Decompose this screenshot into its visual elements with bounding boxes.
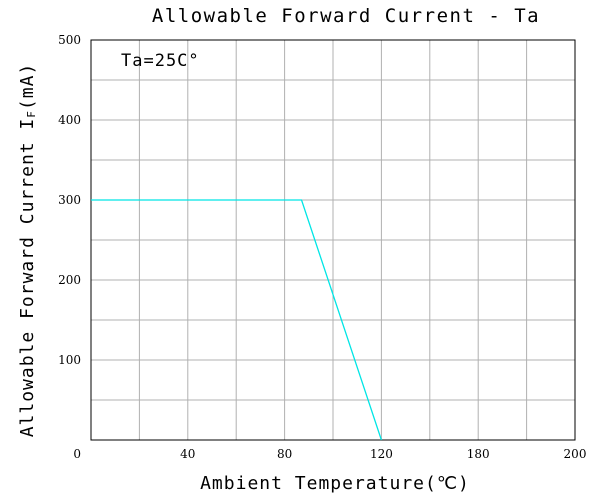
x-tick-label: 120 xyxy=(370,447,393,461)
y-tick-label: 500 xyxy=(58,33,81,47)
series-line xyxy=(91,199,383,441)
x-tick-label: 200 xyxy=(564,447,587,461)
grid xyxy=(91,40,575,440)
plot-frame xyxy=(90,39,576,441)
y-tick-labels: 100 200 300 400 500 xyxy=(58,33,81,367)
y-axis-label: Allowable Forward Current IF(mA) xyxy=(17,63,38,438)
x-tick-label: 0 xyxy=(73,447,81,461)
x-tick-labels: 0 40 80 120 180 200 xyxy=(73,447,586,461)
x-tick-label: 180 xyxy=(467,447,490,461)
annotation-text: Ta=25C° xyxy=(121,51,200,71)
y-tick-label: 300 xyxy=(58,193,81,207)
chart-title: Allowable Forward Current - Ta xyxy=(152,5,540,27)
x-tick-label: 40 xyxy=(180,447,195,461)
y-axis-label-subscript: F xyxy=(25,110,38,118)
y-axis-label-unit: (mA) xyxy=(17,63,38,110)
y-tick-label: 400 xyxy=(58,113,81,127)
y-tick-label: 100 xyxy=(58,353,81,367)
y-tick-label: 200 xyxy=(58,273,81,287)
x-axis-label: Ambient Temperature(℃) xyxy=(200,473,470,494)
x-tick-label: 80 xyxy=(277,447,292,461)
y-axis-label-main: Allowable Forward Current I xyxy=(17,118,38,438)
series-group xyxy=(91,199,383,441)
